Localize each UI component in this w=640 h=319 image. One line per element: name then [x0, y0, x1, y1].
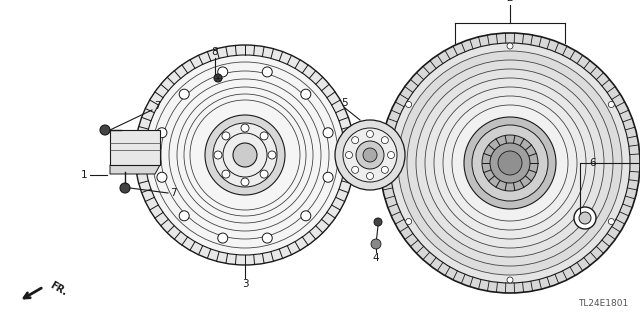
Circle shape [498, 151, 522, 175]
Circle shape [218, 233, 228, 243]
Polygon shape [110, 165, 160, 174]
Circle shape [335, 120, 405, 190]
Circle shape [262, 67, 272, 77]
Circle shape [363, 148, 377, 162]
Circle shape [323, 172, 333, 182]
Circle shape [579, 212, 591, 224]
Circle shape [157, 172, 167, 182]
Circle shape [398, 51, 622, 275]
Circle shape [218, 67, 228, 77]
Circle shape [356, 141, 384, 169]
Circle shape [434, 87, 586, 239]
Circle shape [222, 170, 230, 178]
Text: 3: 3 [242, 279, 248, 289]
Text: 7: 7 [154, 101, 160, 111]
Circle shape [390, 43, 630, 283]
Circle shape [374, 218, 382, 226]
Circle shape [574, 207, 596, 229]
Text: 7: 7 [170, 188, 176, 198]
Circle shape [407, 60, 613, 266]
Circle shape [507, 277, 513, 283]
Circle shape [380, 33, 640, 293]
Circle shape [120, 183, 130, 193]
Circle shape [381, 137, 388, 144]
Circle shape [179, 211, 189, 221]
Text: 1: 1 [81, 170, 87, 180]
Circle shape [157, 128, 167, 138]
Circle shape [260, 132, 268, 140]
Circle shape [214, 151, 222, 159]
Circle shape [472, 125, 548, 201]
Text: 2: 2 [507, 0, 513, 3]
Text: 5: 5 [342, 98, 348, 108]
Circle shape [262, 233, 272, 243]
FancyBboxPatch shape [110, 130, 160, 165]
Circle shape [425, 78, 595, 248]
Circle shape [301, 89, 311, 99]
Circle shape [367, 130, 374, 137]
Circle shape [464, 117, 556, 209]
Circle shape [346, 152, 353, 159]
Circle shape [609, 101, 614, 108]
Circle shape [351, 137, 358, 144]
Circle shape [351, 166, 358, 173]
Circle shape [222, 132, 230, 140]
Circle shape [241, 124, 249, 132]
Circle shape [609, 219, 614, 225]
Circle shape [100, 125, 110, 135]
Circle shape [205, 115, 285, 195]
Circle shape [371, 239, 381, 249]
Circle shape [452, 105, 568, 221]
Circle shape [233, 143, 257, 167]
Circle shape [406, 219, 412, 225]
Circle shape [213, 123, 277, 187]
Text: 4: 4 [372, 253, 380, 263]
Circle shape [145, 55, 345, 255]
Circle shape [443, 96, 577, 230]
Circle shape [323, 128, 333, 138]
Circle shape [482, 135, 538, 191]
Circle shape [268, 151, 276, 159]
Circle shape [416, 69, 604, 257]
Text: FR.: FR. [48, 280, 68, 298]
Text: 8: 8 [212, 47, 218, 57]
Circle shape [214, 74, 222, 82]
Circle shape [301, 211, 311, 221]
Circle shape [179, 89, 189, 99]
Circle shape [387, 152, 394, 159]
Circle shape [490, 143, 530, 183]
Circle shape [406, 101, 412, 108]
Circle shape [343, 128, 397, 182]
Text: 6: 6 [589, 158, 596, 168]
Circle shape [135, 45, 355, 265]
Circle shape [241, 178, 249, 186]
Text: TL24E1801: TL24E1801 [578, 299, 628, 308]
Circle shape [260, 170, 268, 178]
Circle shape [507, 43, 513, 49]
Circle shape [381, 166, 388, 173]
Circle shape [367, 173, 374, 180]
